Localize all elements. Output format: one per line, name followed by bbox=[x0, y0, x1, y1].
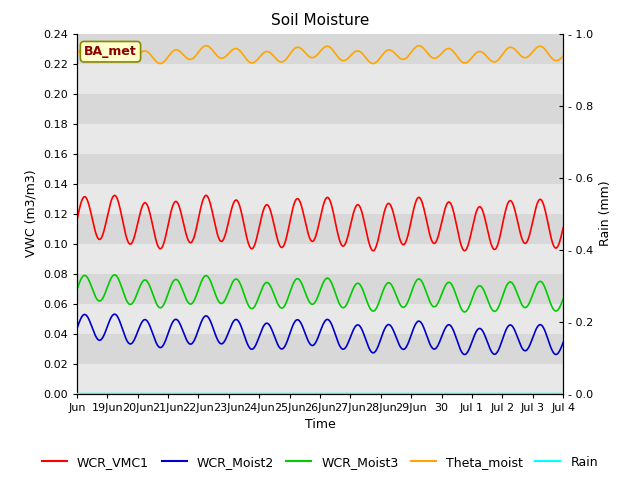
Bar bbox=[77, 34, 563, 63]
Bar bbox=[77, 63, 563, 94]
Legend: WCR_VMC1, WCR_Moist2, WCR_Moist3, Theta_moist, Rain: WCR_VMC1, WCR_Moist2, WCR_Moist3, Theta_… bbox=[37, 451, 603, 474]
Bar bbox=[77, 243, 563, 274]
Bar bbox=[77, 334, 563, 364]
Bar bbox=[77, 214, 563, 243]
Bar bbox=[77, 183, 563, 214]
X-axis label: Time: Time bbox=[305, 418, 335, 431]
Bar bbox=[77, 154, 563, 183]
Bar bbox=[77, 94, 563, 123]
Bar bbox=[77, 123, 563, 154]
Y-axis label: Rain (mm): Rain (mm) bbox=[599, 181, 612, 246]
Bar bbox=[77, 274, 563, 303]
Bar bbox=[77, 303, 563, 334]
Bar bbox=[77, 364, 563, 394]
Y-axis label: VWC (m3/m3): VWC (m3/m3) bbox=[24, 170, 37, 257]
Title: Soil Moisture: Soil Moisture bbox=[271, 13, 369, 28]
Text: BA_met: BA_met bbox=[84, 45, 137, 58]
